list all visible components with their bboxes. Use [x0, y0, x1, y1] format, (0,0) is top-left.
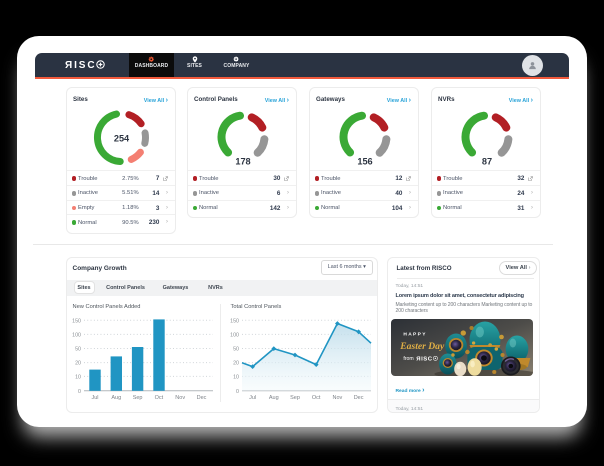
svg-text:0: 0: [236, 389, 239, 395]
svg-text:10: 10: [75, 374, 81, 380]
svg-text:Easter Day: Easter Day: [399, 342, 445, 352]
svg-text:254: 254: [114, 134, 130, 144]
svg-text:from: from: [403, 356, 413, 362]
svg-text:ЯISC☉: ЯISC☉: [416, 356, 438, 363]
svg-text:150: 150: [72, 318, 81, 324]
svg-text:Aug: Aug: [111, 395, 121, 401]
svg-text:0: 0: [78, 389, 81, 395]
svg-text:Dec: Dec: [197, 395, 207, 401]
svg-text:10: 10: [233, 374, 239, 380]
svg-text:Jul: Jul: [249, 395, 256, 401]
svg-text:Nov: Nov: [175, 395, 185, 401]
svg-text:50: 50: [233, 347, 239, 353]
svg-text:150: 150: [230, 318, 239, 324]
svg-text:Jul: Jul: [91, 395, 98, 401]
svg-text:Aug: Aug: [269, 395, 279, 401]
svg-text:50: 50: [75, 347, 81, 353]
svg-text:100: 100: [72, 332, 81, 338]
svg-text:100: 100: [230, 332, 239, 338]
svg-text:87: 87: [482, 157, 492, 167]
svg-text:Oct: Oct: [312, 395, 321, 401]
svg-text:Oct: Oct: [155, 395, 164, 401]
svg-text:Sep: Sep: [290, 395, 300, 401]
svg-text:Nov: Nov: [333, 395, 343, 401]
svg-text:Sep: Sep: [133, 395, 143, 401]
svg-text:HAPPY: HAPPY: [403, 332, 426, 338]
svg-text:178: 178: [235, 157, 250, 167]
svg-text:156: 156: [357, 157, 372, 167]
svg-text:20: 20: [75, 361, 81, 367]
svg-text:20: 20: [233, 361, 239, 367]
svg-text:Dec: Dec: [354, 395, 364, 401]
